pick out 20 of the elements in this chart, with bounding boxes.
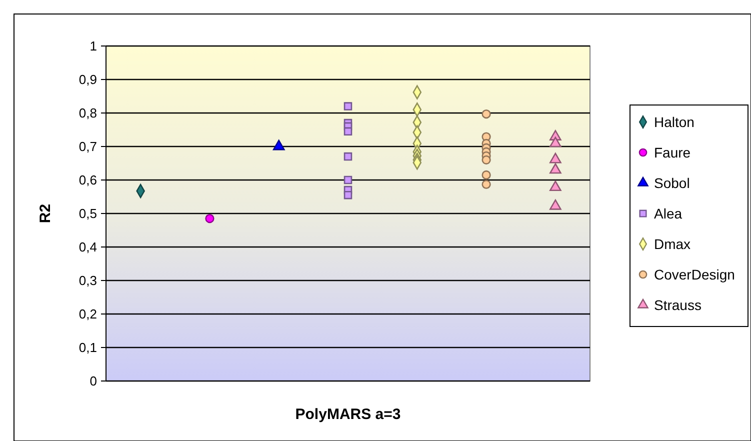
y-tick-label: 0,1 [78, 340, 97, 356]
y-tick-label: 1 [90, 38, 97, 54]
y-tick-label: 0,2 [78, 306, 97, 322]
y-tick-label: 0,9 [78, 72, 97, 88]
legend-label: Faure [654, 144, 691, 160]
y-axis-title: R2 [37, 204, 54, 224]
y-tick-label: 0,8 [78, 106, 97, 121]
y-tick-label: 0,5 [78, 206, 97, 222]
legend-label: Halton [654, 114, 694, 130]
legend-label: Alea [654, 205, 682, 222]
legend-label: Sobol [654, 174, 690, 191]
y-tick-label: 0,4 [78, 240, 97, 255]
y-tick-label: 0 [90, 374, 97, 389]
legend-label: Strauss [654, 296, 702, 313]
y-tick-label: 0,7 [78, 139, 97, 154]
legend-label: Dmax [654, 236, 691, 252]
x-axis-title: PolyMARS a=3 [295, 406, 401, 423]
y-tick-label: 0,3 [78, 273, 97, 288]
legend-label: CoverDesign [654, 266, 735, 282]
y-tick-label: 0,6 [78, 172, 97, 188]
